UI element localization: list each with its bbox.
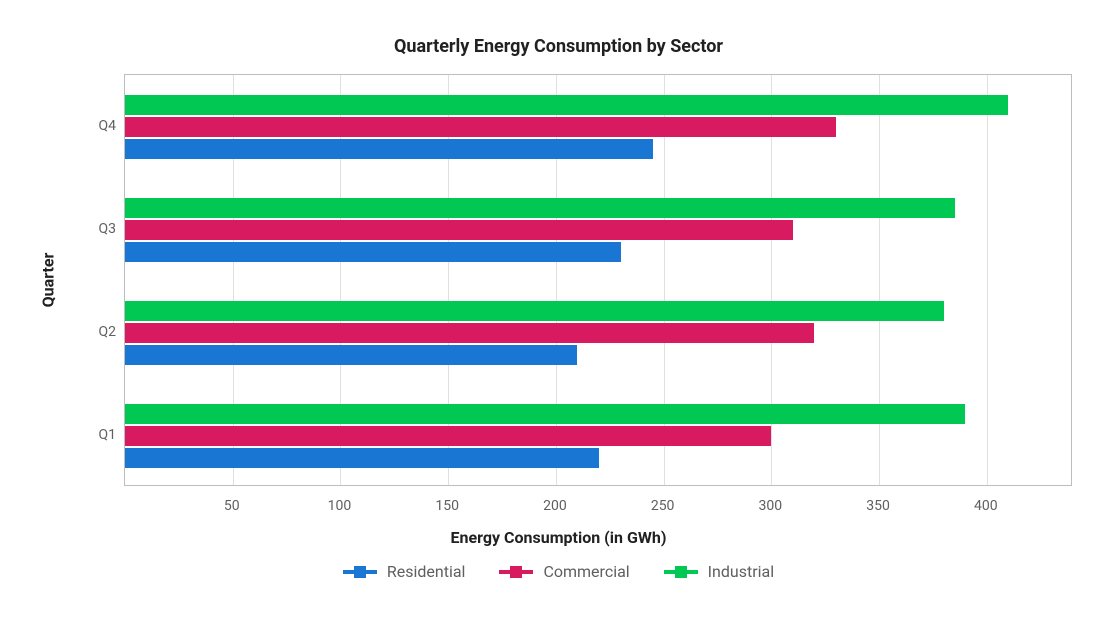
legend-swatch	[499, 565, 533, 579]
chart-title: Quarterly Energy Consumption by Sector	[0, 36, 1117, 57]
bar	[125, 198, 955, 218]
x-tick-label: 100	[328, 498, 352, 514]
grid-line	[233, 75, 234, 485]
y-tick-label: Q2	[99, 324, 125, 340]
grid-line	[340, 75, 341, 485]
y-tick-label: Q4	[99, 118, 125, 134]
bar	[125, 404, 965, 424]
legend-item: Industrial	[664, 562, 774, 581]
x-tick-label: 150	[435, 498, 459, 514]
legend: Residential Commercial Industrial	[0, 562, 1117, 581]
x-tick-label: 300	[759, 498, 783, 514]
legend-label: Commercial	[543, 562, 629, 581]
x-tick-label: 50	[224, 498, 240, 514]
x-tick-label: 400	[974, 498, 998, 514]
energy-chart: Quarterly Energy Consumption by Sector 5…	[0, 0, 1117, 633]
y-tick-label: Q3	[99, 221, 125, 237]
grid-line	[664, 75, 665, 485]
y-axis-label: Quarter	[39, 253, 58, 308]
bar	[125, 448, 599, 468]
grid-line	[771, 75, 772, 485]
bar	[125, 345, 577, 365]
grid-line	[448, 75, 449, 485]
grid-line	[987, 75, 988, 485]
bar	[125, 242, 621, 262]
legend-label: Industrial	[708, 562, 774, 581]
legend-swatch	[664, 565, 698, 579]
legend-item: Commercial	[499, 562, 629, 581]
legend-item: Residential	[343, 562, 466, 581]
bar	[125, 301, 944, 321]
x-tick-label: 200	[543, 498, 567, 514]
grid-line	[879, 75, 880, 485]
bar	[125, 117, 836, 137]
bar	[125, 139, 653, 159]
grid-line	[556, 75, 557, 485]
bar	[125, 95, 1008, 115]
legend-swatch	[343, 565, 377, 579]
plot-area	[124, 74, 1072, 486]
x-tick-label: 250	[651, 498, 675, 514]
bar	[125, 323, 814, 343]
bar	[125, 426, 771, 446]
x-axis-label: Energy Consumption (in GWh)	[0, 528, 1117, 547]
bar	[125, 220, 793, 240]
x-tick-label: 350	[866, 498, 890, 514]
legend-label: Residential	[387, 562, 466, 581]
y-tick-label: Q1	[99, 427, 125, 443]
